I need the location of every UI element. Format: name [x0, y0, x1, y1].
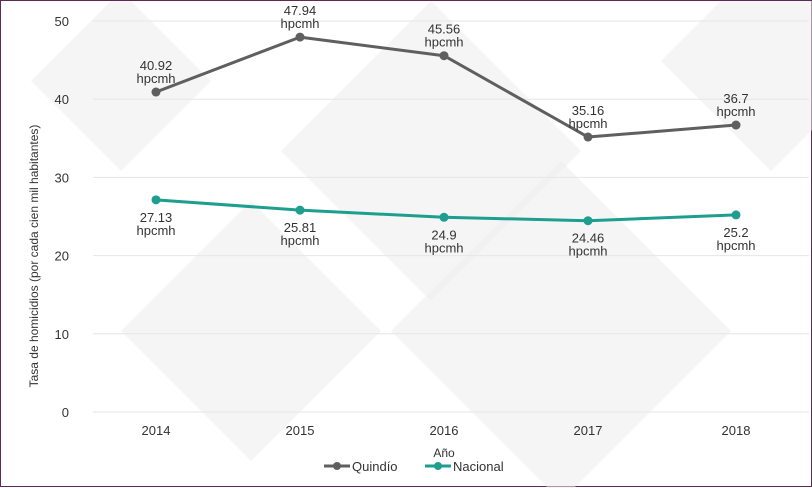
watermark-diamond [31, 1, 211, 171]
data-label-value: 24.46 [572, 231, 605, 246]
data-label-unit: hpcmh [136, 223, 175, 238]
data-label-value: 25.2 [723, 225, 748, 240]
data-point [439, 212, 449, 222]
data-label-unit: hpcmh [280, 233, 319, 248]
y-tick-label: 20 [55, 249, 69, 264]
y-axis: 0 10 20 30 40 50 [55, 14, 69, 420]
data-label-value: 35.16 [572, 103, 605, 118]
data-point [295, 32, 305, 42]
x-tick-label: 2014 [142, 423, 171, 438]
data-label-value: 36.7 [723, 91, 748, 106]
y-tick-label: 30 [55, 170, 69, 185]
data-point [295, 205, 305, 215]
legend-label-quindio: Quindío [352, 459, 398, 474]
data-label-value: 45.56 [428, 22, 461, 37]
data-point [583, 216, 593, 226]
x-axis-title: Año [433, 446, 455, 460]
legend-item-nacional: Nacional [425, 459, 504, 474]
data-label-value: 25.81 [284, 220, 317, 235]
data-label-value: 40.92 [140, 58, 173, 73]
watermark-diamond [661, 1, 812, 171]
legend: Quindío Nacional [324, 459, 504, 474]
data-point [151, 195, 161, 205]
data-label-value: 47.94 [284, 3, 317, 18]
data-point [731, 120, 741, 130]
x-tick-label: 2017 [574, 423, 603, 438]
y-tick-label: 0 [62, 405, 69, 420]
data-point [151, 87, 161, 97]
x-axis: 2014 2015 2016 2017 2018 [142, 423, 751, 438]
watermark-diamond [391, 161, 731, 488]
data-label-unit: hpcmh [716, 238, 755, 253]
legend-marker-quindio [333, 462, 341, 470]
series-layer [151, 32, 741, 226]
data-label-unit: hpcmh [280, 16, 319, 31]
x-tick-label: 2015 [286, 423, 315, 438]
data-label-unit: hpcmh [424, 35, 463, 50]
x-tick-label: 2018 [722, 423, 751, 438]
legend-item-quindio: Quindío [324, 459, 398, 474]
data-point [439, 51, 449, 61]
y-tick-label: 40 [55, 92, 69, 107]
data-label-value: 27.13 [140, 210, 173, 225]
legend-marker-nacional [434, 462, 442, 470]
data-point [583, 132, 593, 142]
legend-label-nacional: Nacional [453, 459, 504, 474]
data-point [731, 210, 741, 220]
watermark-diamond [121, 201, 381, 461]
grid-lines [93, 20, 809, 413]
data-label-unit: hpcmh [136, 71, 175, 86]
x-tick-label: 2016 [430, 423, 459, 438]
data-label-unit: hpcmh [424, 240, 463, 255]
y-tick-label: 50 [55, 14, 69, 29]
data-label-unit: hpcmh [716, 104, 755, 119]
background-watermark [31, 1, 812, 488]
y-axis-title: Tasa de homicidios (por cada cien mil ha… [27, 125, 41, 388]
data-label-unit: hpcmh [568, 244, 607, 259]
y-tick-label: 10 [55, 327, 69, 342]
data-label-unit: hpcmh [568, 116, 607, 131]
data-label-value: 24.9 [431, 227, 456, 242]
